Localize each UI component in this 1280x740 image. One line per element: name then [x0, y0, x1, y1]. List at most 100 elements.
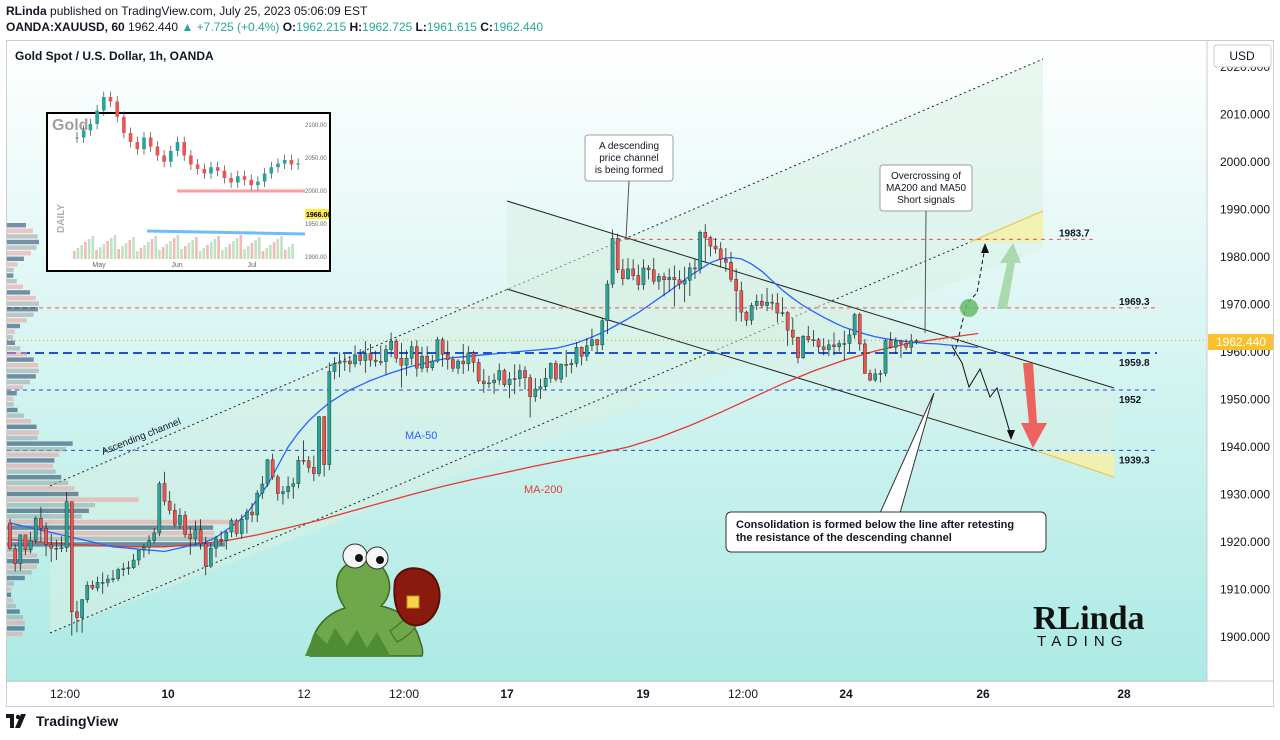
inset-volume-bar	[221, 250, 224, 259]
inset-price-tag	[305, 209, 329, 219]
inset-price-tag-text: 1966.00	[306, 212, 331, 219]
candle-body	[348, 360, 352, 365]
candle-body	[791, 329, 795, 338]
candle-body	[780, 312, 785, 314]
inset-volume-bar	[158, 250, 161, 259]
inset-volume-bar	[110, 238, 113, 259]
currency-button[interactable]	[1213, 44, 1272, 68]
profile-bar	[7, 251, 31, 256]
inset-tick-label: 2050.00	[305, 156, 327, 162]
profile-bar	[7, 391, 17, 396]
profile-bar	[7, 239, 39, 245]
candle-body	[744, 311, 749, 321]
inset-volume-bar	[135, 251, 139, 259]
candle-body	[384, 349, 388, 362]
logo-sub: T A D I N G	[1037, 633, 1124, 650]
profile-bar	[7, 609, 20, 614]
moving-averages	[9, 256, 979, 553]
profile-bar	[7, 497, 139, 502]
candle-body	[23, 534, 28, 550]
candle-body	[90, 585, 95, 589]
inset-plot: 2100.00 2050.00 2000.00 1950.00 1900.00 May Ju…	[73, 91, 327, 269]
inset-candle-body	[249, 179, 253, 186]
inset-volume-bar	[102, 244, 106, 259]
candle-body	[312, 467, 316, 474]
low-value: 1961.615	[426, 20, 477, 34]
candle-body	[250, 511, 254, 516]
inset-volume-bar	[91, 236, 95, 259]
profile-bar	[7, 631, 23, 637]
ma-cross-callout: Overcrossing of MA200 and MA50 Short signa…	[879, 164, 973, 334]
publisher-name[interactable]: RLinda	[6, 4, 47, 18]
candle-body	[224, 531, 229, 541]
candle-body	[512, 378, 517, 380]
candle-body	[816, 339, 821, 347]
inset-volume-bar	[272, 242, 276, 259]
profile-bar	[7, 346, 21, 351]
bearish-forecast-head	[1007, 430, 1015, 440]
candle-body	[306, 460, 311, 468]
profile-bar	[7, 503, 96, 508]
candle-body	[739, 290, 744, 313]
profile-bar	[7, 413, 25, 418]
time-tick-label: 19	[636, 687, 650, 701]
candle-body	[126, 567, 131, 569]
profile-bar	[7, 486, 75, 491]
inset-volume-bar	[132, 237, 135, 259]
price-tick-label: 1910.000	[1220, 583, 1270, 597]
channel-layer	[49, 58, 1115, 634]
candle-body	[183, 515, 187, 535]
inset-candle-body	[282, 160, 287, 164]
profile-bar	[7, 615, 24, 620]
profile-bar	[7, 603, 16, 609]
bearish-forecast-path	[951, 345, 1012, 437]
candle-body	[415, 346, 419, 369]
profile-bar	[7, 312, 34, 317]
profile-bar	[7, 475, 62, 480]
inset-volume-bar	[213, 239, 217, 259]
inset-volume-bar	[84, 242, 87, 259]
candle-body	[543, 377, 548, 387]
candle-body	[600, 320, 605, 346]
inset-volume-bar	[198, 251, 202, 259]
candle-body	[291, 483, 296, 487]
profile-bar	[7, 480, 69, 485]
inset-candle-body	[122, 116, 126, 133]
ma-50-label: MA-50	[405, 430, 437, 442]
level-label-1983.7: 1983.7	[1059, 228, 1090, 239]
candle-body	[698, 232, 702, 270]
price-axis-panel	[1207, 41, 1273, 706]
profile-bar	[7, 379, 30, 385]
last-price: 1962.440	[128, 20, 179, 34]
inset-volume-bar	[254, 240, 257, 259]
candle-body	[229, 520, 234, 533]
profile-bar	[7, 435, 38, 441]
candle-body	[559, 364, 563, 380]
inset-candle-body	[229, 178, 233, 183]
inset-tick-label: 1900.00	[305, 255, 327, 261]
profile-bar	[7, 351, 28, 357]
inset-volume-bar	[224, 247, 228, 259]
inset-candle-body	[182, 142, 186, 156]
high-label: H:	[349, 20, 363, 34]
tradingview-footer[interactable]: TradingView	[6, 713, 118, 729]
candle-body	[693, 267, 697, 270]
candle-body	[44, 528, 48, 545]
inset-candle-body	[289, 160, 294, 165]
chart-frame[interactable]: 1983.7 1969.3 1959.8 1952 1939.3 1900.000 191…	[6, 40, 1274, 707]
candle-body	[754, 300, 759, 306]
inset-tick-label: 1950.00	[305, 222, 327, 228]
candle-body	[18, 534, 23, 565]
profile-bar	[7, 430, 39, 435]
profile-bar	[7, 559, 39, 564]
candle-body	[873, 373, 877, 381]
profile-bar	[7, 363, 39, 368]
daily-inset: Gold DAILY 2100.00 2050.00 2000.00 1950.00 1…	[46, 91, 331, 272]
last-price-tag	[1208, 334, 1273, 350]
candle-body	[688, 267, 692, 281]
time-axis-ticks: 12:00 10 12 12:00 17 19 12:00 24 26 28	[50, 687, 1131, 701]
candle-body	[440, 339, 445, 355]
candle-body	[868, 373, 872, 381]
profile-bar	[7, 564, 37, 569]
